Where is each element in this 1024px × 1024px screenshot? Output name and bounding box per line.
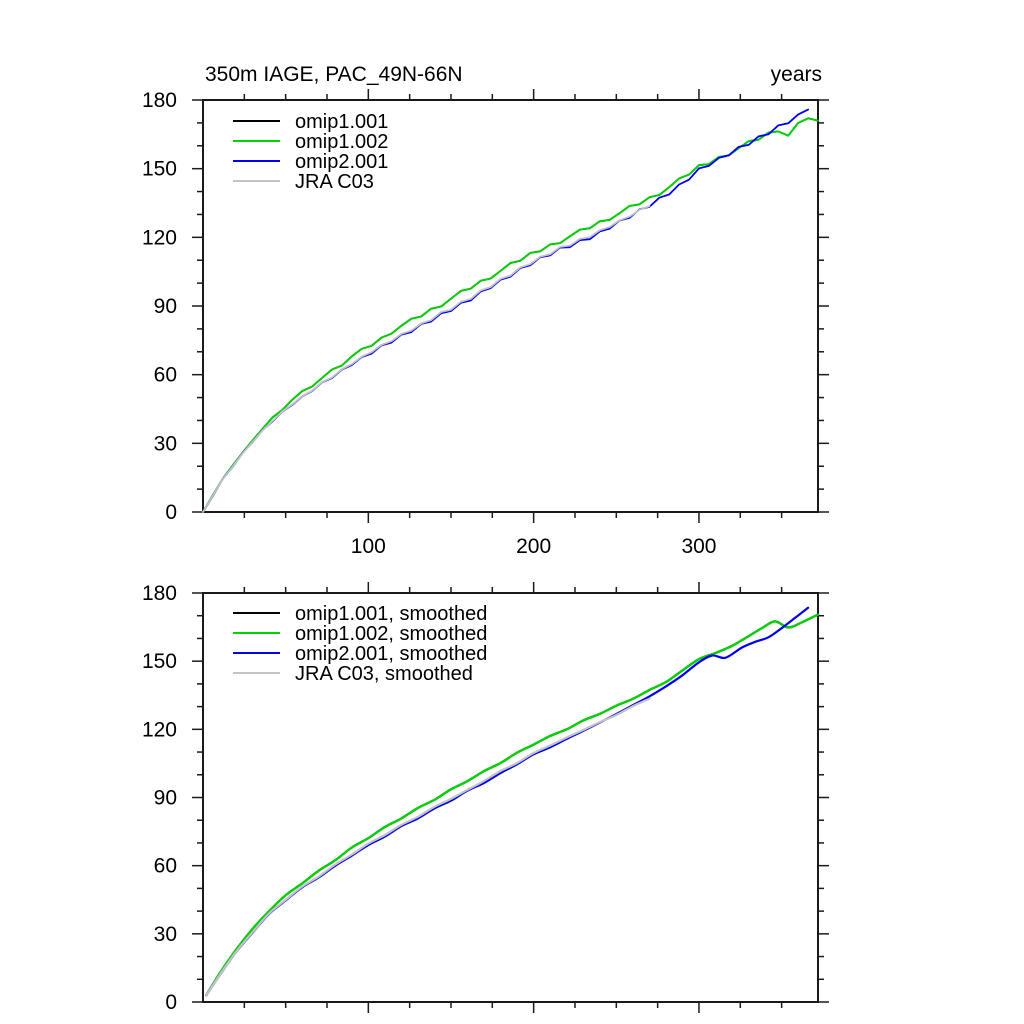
x-tick-label: 100 bbox=[351, 535, 386, 558]
x-tick-label: 200 bbox=[516, 535, 551, 558]
y-tick-label: 0 bbox=[165, 991, 177, 1014]
legend-label-omip1-001-smoothed: omip1.001, smoothed bbox=[295, 603, 487, 625]
y-tick-label: 0 bbox=[165, 501, 177, 524]
legend-label-omip1-002-smoothed: omip1.002, smoothed bbox=[295, 623, 487, 645]
y-tick-label: 90 bbox=[154, 787, 177, 810]
y-tick-label: 30 bbox=[154, 923, 177, 946]
y-tick-label: 120 bbox=[142, 226, 177, 249]
y-tick-label: 90 bbox=[154, 295, 177, 318]
chart-title: 350m IAGE, PAC_49N-66N bbox=[205, 63, 463, 86]
legend-label-jra-c03: JRA C03 bbox=[295, 171, 374, 193]
y-tick-label: 180 bbox=[142, 582, 177, 605]
axis-ticks bbox=[192, 582, 829, 1013]
raw-panel-group: 100 200 300 0 30 60 90 120 150 180 bbox=[142, 89, 829, 558]
y-tick-label: 60 bbox=[154, 364, 177, 387]
y-tick-label: 30 bbox=[154, 432, 177, 455]
smoothed-panel-group: 0 30 60 90 120 150 180 bbox=[142, 582, 829, 1014]
legend-raw: omip1.001 omip1.002 omip2.001 JRA C03 bbox=[233, 111, 388, 193]
y-tick-label: 120 bbox=[142, 718, 177, 741]
legend-smoothed: omip1.001, smoothed omip1.002, smoothed … bbox=[233, 603, 487, 685]
series-line-jra-c03-smoothed bbox=[205, 697, 651, 997]
series-line-omip1-002 bbox=[202, 117, 819, 513]
y-tick-label: 150 bbox=[142, 650, 177, 673]
series-line-omip1-002-smoothed bbox=[205, 613, 820, 997]
legend-label-omip2-001: omip2.001 bbox=[295, 151, 388, 173]
x-tick-label: 300 bbox=[681, 535, 716, 558]
units-label: years bbox=[771, 63, 822, 86]
y-tick-label: 150 bbox=[142, 158, 177, 181]
legend-label-jra-c03-smoothed: JRA C03, smoothed bbox=[295, 663, 473, 685]
axis-ticks bbox=[192, 89, 829, 523]
legend-label-omip2-001-smoothed: omip2.001, smoothed bbox=[295, 643, 487, 665]
legend-label-omip1-002: omip1.002 bbox=[295, 131, 388, 153]
series-line-omip2-001 bbox=[202, 108, 809, 513]
y-tick-label: 60 bbox=[154, 855, 177, 878]
legend-label-omip1-001: omip1.001 bbox=[295, 111, 388, 133]
y-tick-label: 180 bbox=[142, 89, 177, 112]
series-line-jra-c03 bbox=[202, 205, 651, 513]
